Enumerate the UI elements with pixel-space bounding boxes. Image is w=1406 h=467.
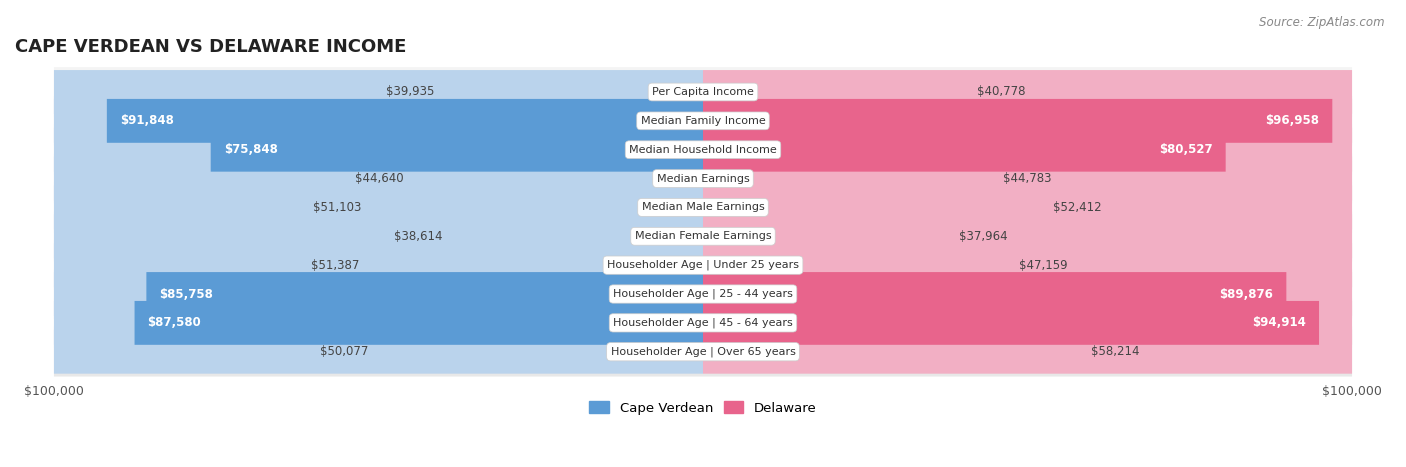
Text: $52,412: $52,412 xyxy=(1053,201,1101,214)
FancyBboxPatch shape xyxy=(53,272,703,316)
FancyBboxPatch shape xyxy=(703,128,1353,172)
Text: $51,103: $51,103 xyxy=(314,201,361,214)
FancyBboxPatch shape xyxy=(53,301,703,345)
Text: $47,159: $47,159 xyxy=(1019,259,1067,272)
FancyBboxPatch shape xyxy=(53,241,1353,290)
FancyBboxPatch shape xyxy=(53,327,1353,376)
Text: $87,580: $87,580 xyxy=(148,316,201,329)
Text: Householder Age | 45 - 64 years: Householder Age | 45 - 64 years xyxy=(613,318,793,328)
FancyBboxPatch shape xyxy=(53,298,1353,348)
Text: Median Earnings: Median Earnings xyxy=(657,174,749,184)
Text: Median Female Earnings: Median Female Earnings xyxy=(634,231,772,241)
Text: Householder Age | Under 25 years: Householder Age | Under 25 years xyxy=(607,260,799,270)
Text: CAPE VERDEAN VS DELAWARE INCOME: CAPE VERDEAN VS DELAWARE INCOME xyxy=(15,38,406,57)
Text: $44,783: $44,783 xyxy=(1004,172,1052,185)
FancyBboxPatch shape xyxy=(107,99,703,143)
FancyBboxPatch shape xyxy=(703,301,1353,345)
Text: Median Male Earnings: Median Male Earnings xyxy=(641,202,765,212)
Text: $38,614: $38,614 xyxy=(394,230,443,243)
FancyBboxPatch shape xyxy=(703,301,1319,345)
Text: $44,640: $44,640 xyxy=(354,172,404,185)
Text: $89,876: $89,876 xyxy=(1219,288,1274,301)
FancyBboxPatch shape xyxy=(703,99,1353,143)
FancyBboxPatch shape xyxy=(53,125,1353,175)
FancyBboxPatch shape xyxy=(211,128,703,172)
Text: $50,077: $50,077 xyxy=(319,345,368,358)
FancyBboxPatch shape xyxy=(703,272,1286,316)
FancyBboxPatch shape xyxy=(53,185,703,229)
Text: $58,214: $58,214 xyxy=(1091,345,1139,358)
FancyBboxPatch shape xyxy=(703,128,1226,172)
Text: $94,914: $94,914 xyxy=(1253,316,1306,329)
FancyBboxPatch shape xyxy=(135,301,703,345)
FancyBboxPatch shape xyxy=(703,185,1353,229)
FancyBboxPatch shape xyxy=(703,70,1353,114)
FancyBboxPatch shape xyxy=(53,330,703,374)
FancyBboxPatch shape xyxy=(53,243,703,287)
FancyBboxPatch shape xyxy=(703,272,1353,316)
Text: $40,778: $40,778 xyxy=(977,85,1026,99)
FancyBboxPatch shape xyxy=(53,156,703,200)
Text: $51,387: $51,387 xyxy=(311,259,360,272)
Text: $75,848: $75,848 xyxy=(224,143,277,156)
Legend: Cape Verdean, Delaware: Cape Verdean, Delaware xyxy=(583,396,823,420)
FancyBboxPatch shape xyxy=(53,154,1353,204)
FancyBboxPatch shape xyxy=(53,212,1353,261)
FancyBboxPatch shape xyxy=(53,96,1353,146)
FancyBboxPatch shape xyxy=(703,243,1353,287)
FancyBboxPatch shape xyxy=(146,272,703,316)
FancyBboxPatch shape xyxy=(53,67,1353,117)
FancyBboxPatch shape xyxy=(703,156,1353,200)
FancyBboxPatch shape xyxy=(703,330,1353,374)
Text: Householder Age | Over 65 years: Householder Age | Over 65 years xyxy=(610,347,796,357)
FancyBboxPatch shape xyxy=(53,214,703,258)
Text: Median Family Income: Median Family Income xyxy=(641,116,765,126)
Text: $39,935: $39,935 xyxy=(385,85,434,99)
Text: Householder Age | 25 - 44 years: Householder Age | 25 - 44 years xyxy=(613,289,793,299)
FancyBboxPatch shape xyxy=(53,70,703,114)
FancyBboxPatch shape xyxy=(703,99,1333,143)
Text: Source: ZipAtlas.com: Source: ZipAtlas.com xyxy=(1260,16,1385,29)
FancyBboxPatch shape xyxy=(53,269,1353,319)
Text: Median Household Income: Median Household Income xyxy=(628,145,778,155)
Text: Per Capita Income: Per Capita Income xyxy=(652,87,754,97)
Text: $37,964: $37,964 xyxy=(959,230,1008,243)
Text: $80,527: $80,527 xyxy=(1159,143,1213,156)
FancyBboxPatch shape xyxy=(703,214,1353,258)
Text: $96,958: $96,958 xyxy=(1265,114,1319,127)
FancyBboxPatch shape xyxy=(53,128,703,172)
FancyBboxPatch shape xyxy=(53,183,1353,232)
Text: $91,848: $91,848 xyxy=(120,114,174,127)
Text: $85,758: $85,758 xyxy=(159,288,214,301)
FancyBboxPatch shape xyxy=(53,99,703,143)
